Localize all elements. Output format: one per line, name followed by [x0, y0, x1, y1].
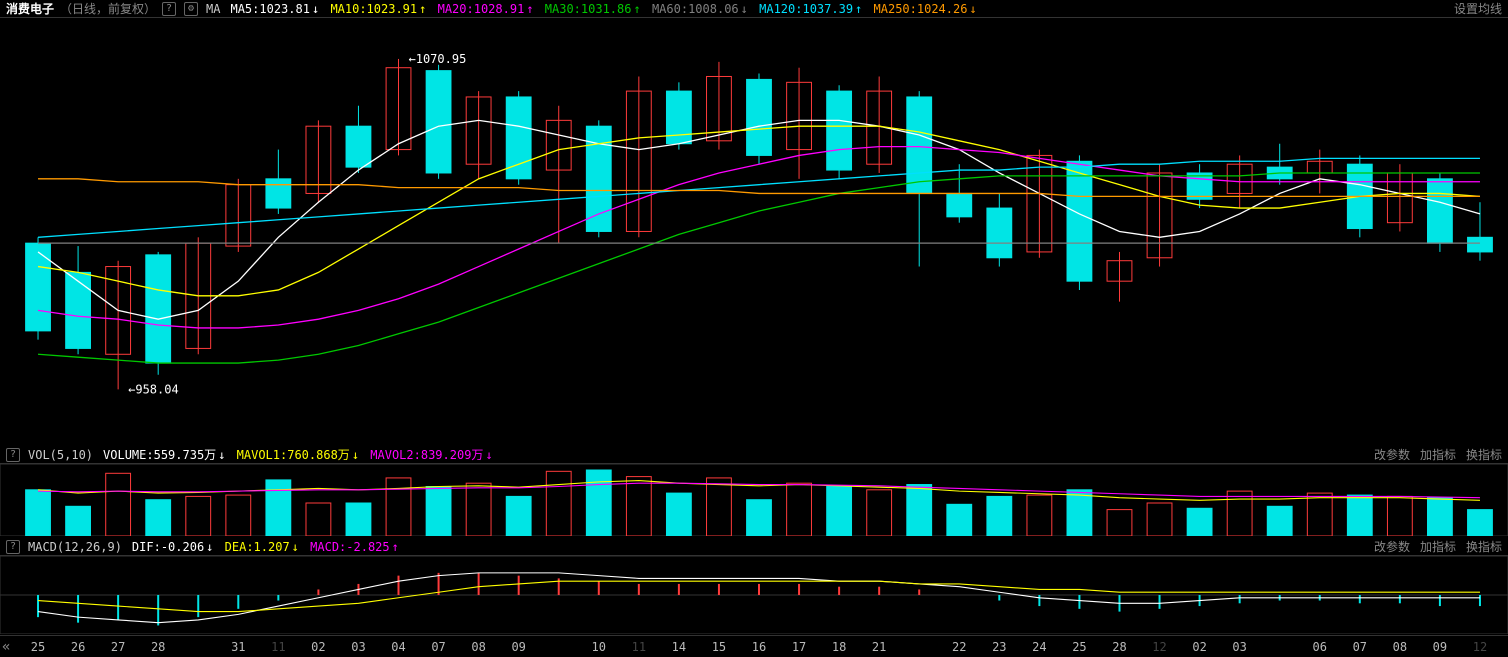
macd-header: ? MACD(12,26,9) DIF:-0.206 DEA:1.207 MAC… — [0, 538, 1508, 556]
xaxis-tick: 15 — [712, 640, 726, 654]
xaxis-tick: 27 — [111, 640, 125, 654]
xaxis-tick: 26 — [71, 640, 85, 654]
xaxis-tick: 25 — [1072, 640, 1086, 654]
ma-values: MA5:1023.81 MA10:1023.91 MA20:1028.91 MA… — [226, 2, 976, 16]
xaxis-tick: 04 — [391, 640, 405, 654]
xaxis-tick: 18 — [832, 640, 846, 654]
xaxis-tick: 07 — [431, 640, 445, 654]
xaxis-tick: 25 — [31, 640, 45, 654]
candle-chart[interactable]: ←1070.95 ←958.04 — [0, 18, 1508, 442]
macd-right-links: 改参数加指标换指标 — [1374, 538, 1502, 555]
xaxis-tick: 14 — [672, 640, 686, 654]
xaxis-tick: 06 — [1313, 640, 1327, 654]
volume-panel: ? VOL(5,10) VOLUME:559.735万 MAVOL1:760.8… — [0, 446, 1508, 536]
scroll-left-icon[interactable]: « — [2, 639, 10, 655]
xaxis-tick: 16 — [752, 640, 766, 654]
xaxis-tick: 09 — [511, 640, 525, 654]
svg-text:←958.04: ←958.04 — [128, 382, 179, 396]
macd-help-icon[interactable]: ? — [6, 540, 20, 554]
xaxis-tick: 12 — [1152, 640, 1166, 654]
xaxis-tick: 10 — [592, 640, 606, 654]
x-axis: « 25 26 27 28 31 11 02 03 04 07 08 09 10 11 14 15 16 17 18… — [0, 635, 1508, 657]
stock-sub: （日线，前复权） — [60, 0, 156, 17]
xaxis-tick: 09 — [1433, 640, 1447, 654]
xaxis-tick: 11 — [632, 640, 646, 654]
svg-text:←1070.95: ←1070.95 — [409, 52, 467, 66]
xaxis-tick: 11 — [271, 640, 285, 654]
macd-label: MACD(12,26,9) — [28, 540, 122, 554]
xaxis-tick: 28 — [151, 640, 165, 654]
volume-header: ? VOL(5,10) VOLUME:559.735万 MAVOL1:760.8… — [0, 446, 1508, 464]
xaxis-tick: 02 — [1192, 640, 1206, 654]
volume-chart[interactable] — [0, 464, 1508, 536]
xaxis-tick: 21 — [872, 640, 886, 654]
xaxis-tick: 28 — [1112, 640, 1126, 654]
xaxis-tick: 07 — [1353, 640, 1367, 654]
xaxis-tick: 03 — [1232, 640, 1246, 654]
xaxis-tick: 08 — [471, 640, 485, 654]
vol-help-icon[interactable]: ? — [6, 448, 20, 462]
vol-right-links: 改参数加指标换指标 — [1374, 446, 1502, 463]
xaxis-tick: 22 — [952, 640, 966, 654]
stock-title: 消费电子 — [6, 0, 54, 17]
xaxis-tick: 03 — [351, 640, 365, 654]
candle-panel: 消费电子 （日线，前复权） ? ⚙ MA MA5:1023.81 MA10:10… — [0, 0, 1508, 442]
xaxis-tick: 12 — [1473, 640, 1487, 654]
ma-settings-link[interactable]: 设置均线 — [1454, 0, 1502, 17]
xaxis-tick: 17 — [792, 640, 806, 654]
macd-values: DIF:-0.206 DEA:1.207 MACD:-2.825 — [128, 540, 399, 554]
xaxis-tick: 08 — [1393, 640, 1407, 654]
settings-icon[interactable]: ⚙ — [184, 2, 198, 16]
ma-label: MA — [206, 2, 220, 16]
candle-header: 消费电子 （日线，前复权） ? ⚙ MA MA5:1023.81 MA10:10… — [0, 0, 1508, 18]
macd-panel: ? MACD(12,26,9) DIF:-0.206 DEA:1.207 MAC… — [0, 538, 1508, 634]
xaxis-tick: 24 — [1032, 640, 1046, 654]
xaxis-tick: 23 — [992, 640, 1006, 654]
xaxis-tick: 02 — [311, 640, 325, 654]
vol-values: VOLUME:559.735万 MAVOL1:760.868万 MAVOL2:8… — [99, 446, 493, 463]
macd-chart[interactable] — [0, 556, 1508, 634]
vol-label: VOL(5,10) — [28, 448, 93, 462]
help-icon[interactable]: ? — [162, 2, 176, 16]
xaxis-tick: 31 — [231, 640, 245, 654]
